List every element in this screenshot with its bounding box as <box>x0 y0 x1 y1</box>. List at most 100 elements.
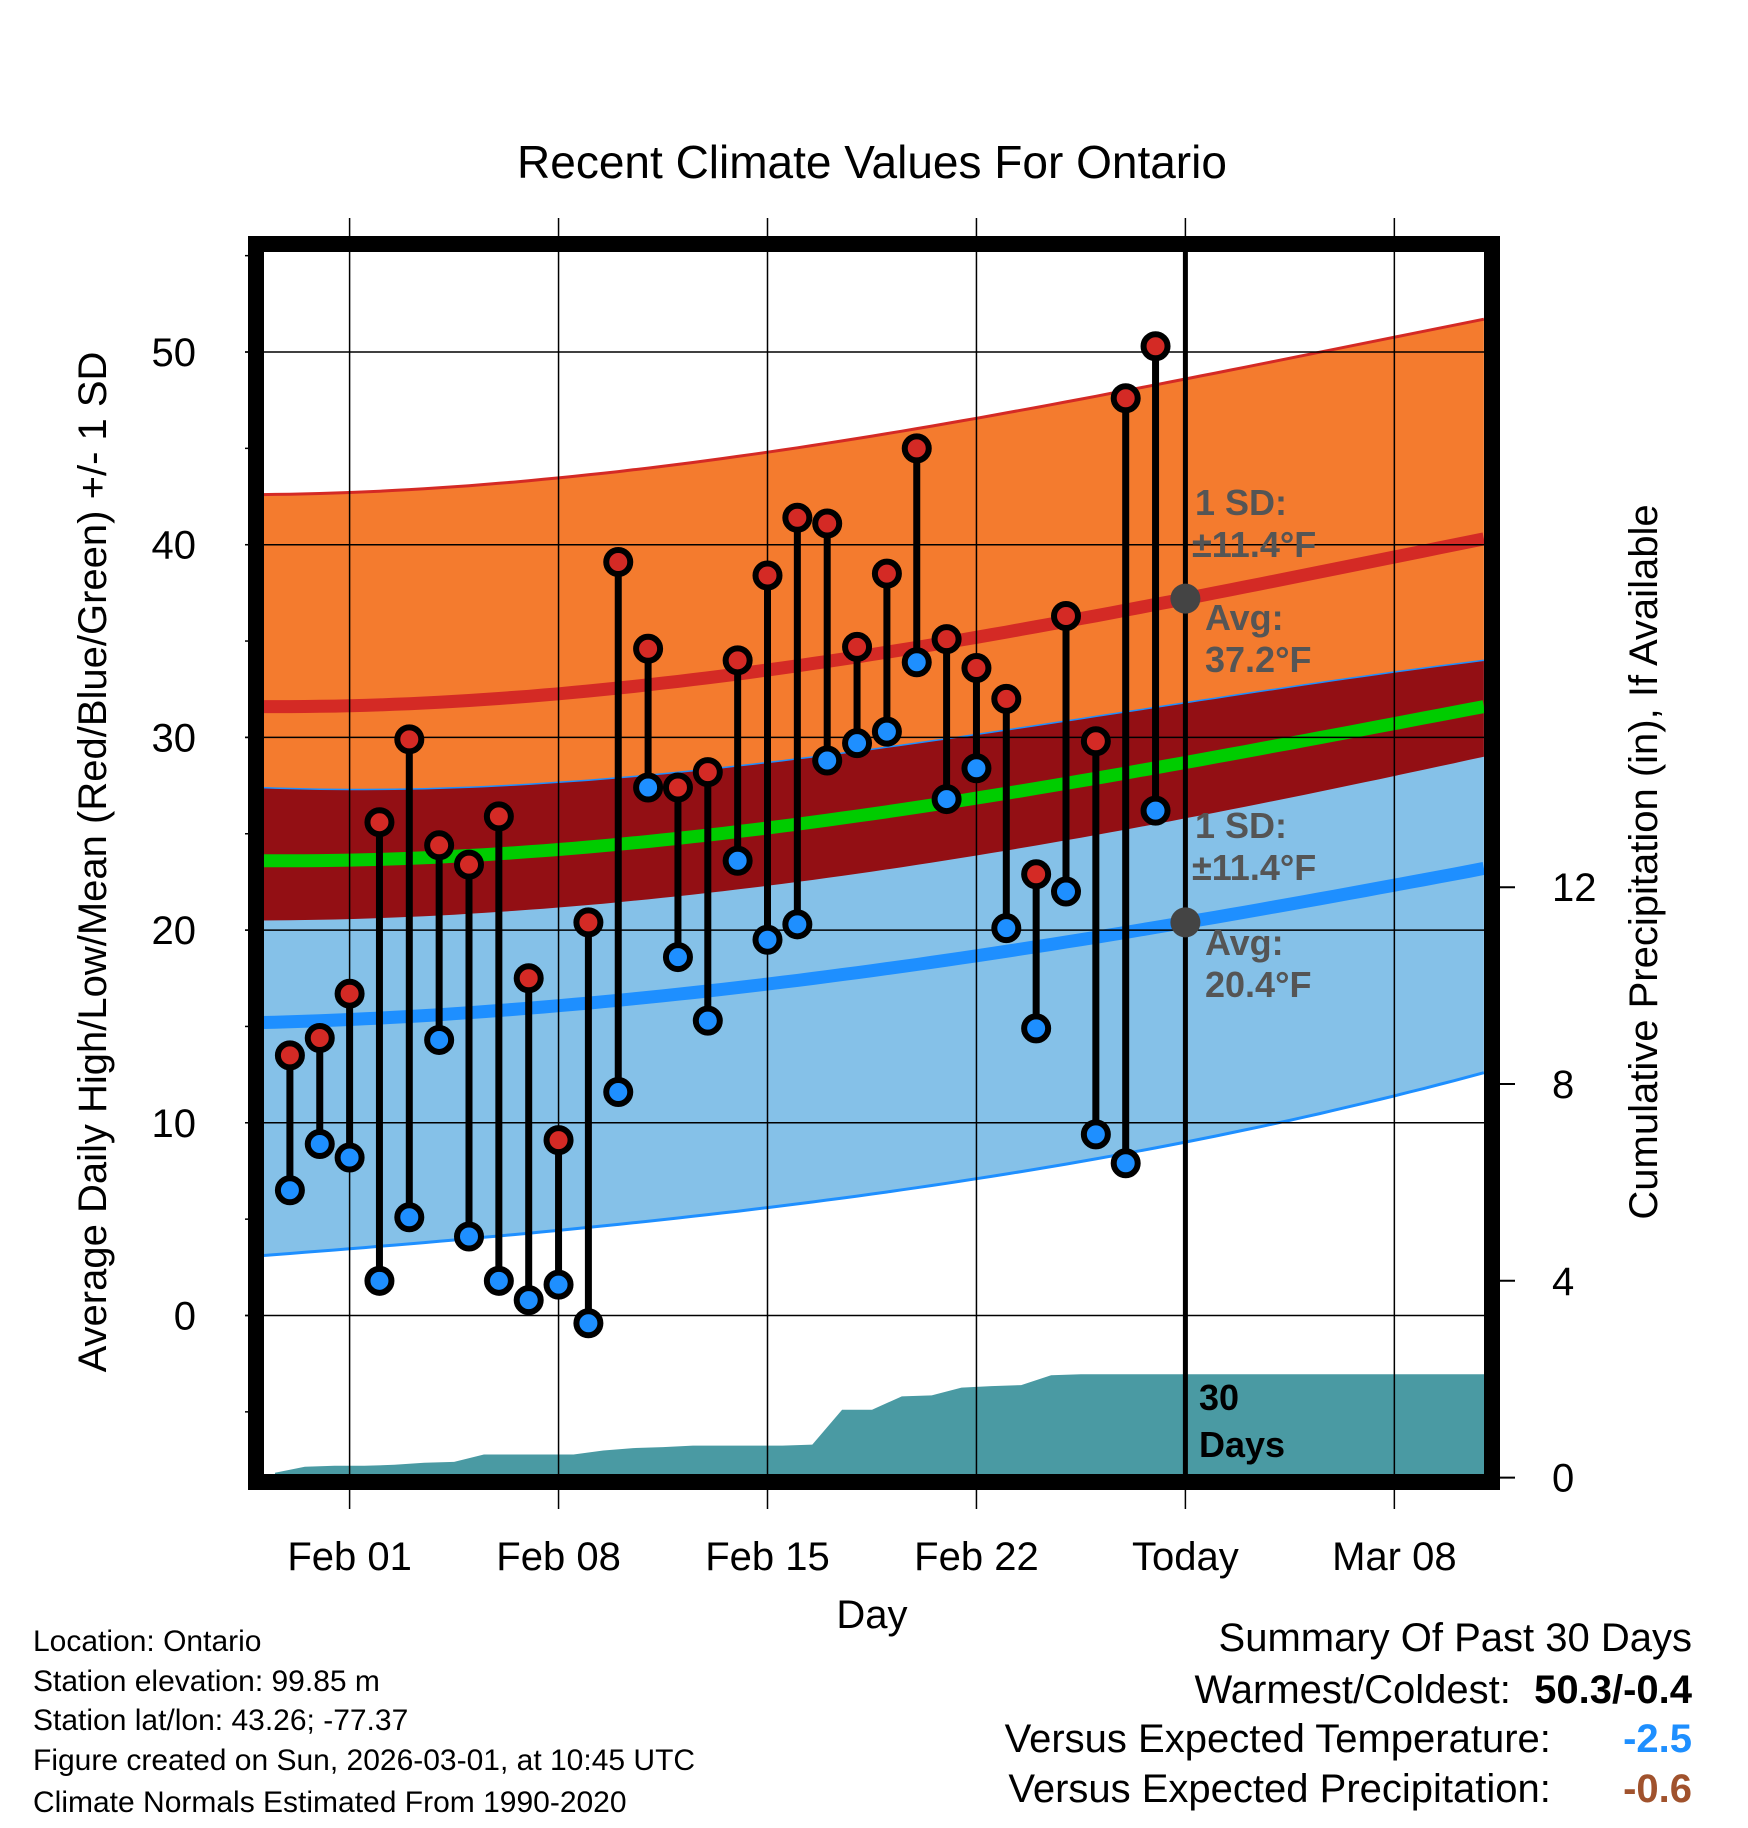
low-point <box>513 1285 544 1316</box>
y-axis-label: Average Daily High/Low/Mean (Red/Blue/Gr… <box>71 352 115 1373</box>
low-point <box>722 845 753 876</box>
high-point <box>573 907 604 938</box>
normal-low-marker <box>1170 907 1201 938</box>
high-point <box>812 508 843 539</box>
low-point <box>364 1265 395 1296</box>
x-tick-label: Today <box>1132 1535 1239 1579</box>
high-point <box>722 645 753 676</box>
plot-frame <box>248 236 1500 1490</box>
low-point <box>573 1308 604 1339</box>
low-point <box>543 1269 574 1300</box>
footer-location: Location: Ontario <box>33 1625 262 1658</box>
low-point <box>424 1024 455 1055</box>
high-point <box>782 502 813 533</box>
high-point <box>454 849 484 880</box>
low-point <box>991 913 1022 944</box>
high-point <box>543 1125 574 1156</box>
low-point <box>782 909 813 940</box>
x-tick-label: Feb 15 <box>705 1535 830 1579</box>
high-point <box>513 963 544 994</box>
low-point <box>901 647 932 678</box>
low-sd-value: ±11.4°F <box>1192 847 1316 888</box>
high-point <box>1140 331 1171 362</box>
low-point <box>662 942 693 973</box>
y2-tick-label: 12 <box>1552 866 1597 910</box>
high-point <box>394 724 425 755</box>
high-point <box>1110 383 1141 414</box>
low-point <box>1110 1148 1141 1179</box>
low-point <box>1021 1013 1052 1044</box>
summary-temperature: Versus Expected Temperature: -2.5 <box>1005 1717 1692 1762</box>
summary-warmest-value: 50.3/-0.4 <box>1534 1668 1692 1712</box>
high-point <box>842 631 873 662</box>
period-unit: Days <box>1199 1424 1285 1465</box>
high-point <box>334 978 365 1009</box>
high-point <box>931 624 962 655</box>
overlap-band <box>262 660 1484 921</box>
y-tick-label: 50 <box>152 331 197 375</box>
high-point <box>752 560 783 591</box>
high-plus-sd-line <box>262 317 1485 497</box>
high-point <box>662 772 693 803</box>
x-tick-label: Feb 08 <box>496 1535 621 1579</box>
summary-warmest-label: Warmest/Coldest: <box>1194 1668 1511 1712</box>
high-sd-label: 1 SD: <box>1195 482 1287 523</box>
summary-precipitation: Versus Expected Precipitation: -0.6 <box>1008 1767 1692 1812</box>
y2-axis-label: Cumulative Precipitation (in), If Availa… <box>1622 504 1666 1219</box>
low-point <box>633 772 664 803</box>
high-point <box>304 1023 335 1054</box>
x-axis-label: Day <box>836 1593 907 1637</box>
x-tick-label: Feb 22 <box>914 1535 1039 1579</box>
y2-tick-label: 0 <box>1552 1457 1574 1501</box>
x-tick-label: Mar 08 <box>1332 1535 1457 1579</box>
summary-temp-value: -2.5 <box>1623 1717 1692 1761</box>
low-point <box>692 1005 723 1036</box>
precipitation-area <box>274 1374 1486 1476</box>
footer-normals: Climate Normals Estimated From 1990-2020 <box>33 1786 627 1819</box>
low-point <box>752 924 783 955</box>
low-plus-sd-line <box>262 659 1484 791</box>
high-point <box>871 558 902 589</box>
normal-high-line <box>262 532 1486 714</box>
y-tick-label: 0 <box>174 1295 196 1339</box>
y-tick-label: 40 <box>152 524 197 568</box>
low-point <box>871 716 902 747</box>
high-point <box>274 1040 305 1071</box>
low-point <box>1051 876 1081 907</box>
footer-elevation: Station elevation: 99.85 m <box>33 1665 380 1698</box>
low-point <box>842 728 873 759</box>
low-point <box>603 1076 634 1107</box>
normal-low-line <box>262 862 1486 1030</box>
high-point <box>991 683 1022 714</box>
low-point <box>454 1221 484 1252</box>
low-point <box>812 745 843 776</box>
high-avg-value: 37.2°F <box>1205 639 1311 680</box>
low-point <box>304 1128 335 1159</box>
footer-latlon: Station lat/lon: 43.26; -77.37 <box>33 1704 409 1737</box>
high-point <box>901 433 932 464</box>
chart-title: Recent Climate Values For Ontario <box>517 136 1227 188</box>
high-point <box>633 633 664 664</box>
low-point <box>394 1202 425 1233</box>
high-point <box>364 807 395 838</box>
period-number: 30 <box>1199 1377 1239 1418</box>
footer-created: Figure created on Sun, 2026-03-01, at 10… <box>33 1744 696 1777</box>
low-point <box>334 1142 365 1173</box>
summary-precip-label: Versus Expected Precipitation: <box>1008 1767 1551 1811</box>
low-point <box>274 1175 305 1206</box>
summary-precip-value: -0.6 <box>1623 1767 1692 1811</box>
high-point <box>424 830 455 861</box>
y2-tick-label: 8 <box>1552 1063 1574 1107</box>
low-point <box>483 1265 514 1296</box>
high-point <box>1021 859 1052 890</box>
normal-high-marker <box>1170 583 1201 614</box>
low-sd-label: 1 SD: <box>1195 805 1287 846</box>
low-point <box>1080 1119 1111 1150</box>
low-point <box>1140 795 1171 826</box>
summary-title: Summary Of Past 30 Days <box>1218 1616 1692 1660</box>
high-sd-value: ±11.4°F <box>1192 524 1316 565</box>
x-tick-label: Feb 01 <box>287 1535 412 1579</box>
high-point <box>603 547 634 578</box>
low-point <box>961 753 992 784</box>
